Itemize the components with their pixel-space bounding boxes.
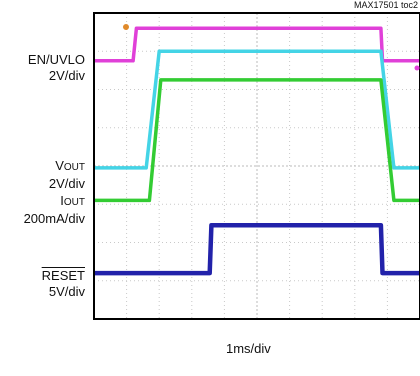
grid (94, 13, 420, 319)
part-number: MAX17501 toc2 (353, 0, 418, 10)
iout-scale: 200mA/div (23, 211, 85, 226)
vout-label: VOUT 2V/div (49, 158, 85, 192)
reset-scale: 5V/div (48, 284, 85, 299)
en-uvlo-label: EN/UVLO 2V/div (28, 52, 85, 84)
trigger-marker-dot (123, 24, 129, 30)
reset-label: RESET 5V/div (42, 268, 85, 300)
trace-en-uvlo (94, 26, 420, 63)
en-uvlo-name: EN/UVLO (27, 52, 85, 67)
vout-name-sub: OUT (63, 162, 85, 173)
iout-name-main: I (60, 193, 64, 208)
reference-marker-dot (414, 65, 420, 71)
traces (94, 26, 420, 276)
en-uvlo-scale: 2V/div (48, 68, 85, 83)
plot-frame (93, 12, 420, 320)
vout-name-main: V (55, 158, 64, 173)
trace-vout (94, 49, 420, 170)
iout-label: IOUT 200mA/div (24, 193, 85, 227)
reset-name: RESET (41, 268, 85, 283)
iout-name-sub: OUT (63, 197, 85, 208)
trace-reset (94, 223, 420, 276)
trace-iout (94, 78, 420, 203)
vout-scale: 2V/div (48, 176, 85, 191)
trigger-marker (123, 24, 129, 30)
timebase-label: 1ms/div (226, 341, 271, 356)
iout-name: IOUT (24, 193, 85, 211)
reference-marker (414, 65, 420, 71)
vout-name: VOUT (49, 158, 85, 176)
